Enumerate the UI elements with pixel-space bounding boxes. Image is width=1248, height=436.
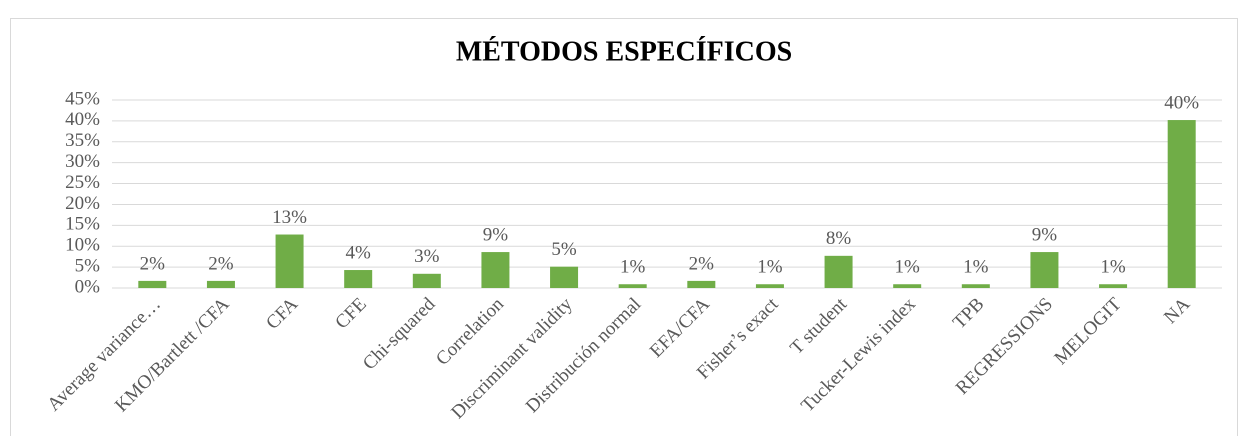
bar bbox=[138, 280, 167, 288]
chart-border bbox=[10, 18, 1238, 436]
data-label: 9% bbox=[1032, 224, 1058, 245]
data-label: 2% bbox=[140, 253, 166, 274]
bar bbox=[344, 270, 373, 288]
y-tick-label: 15% bbox=[65, 214, 100, 235]
data-label: 4% bbox=[346, 242, 372, 263]
data-label: 1% bbox=[757, 257, 783, 278]
data-label: 2% bbox=[689, 253, 715, 274]
bar bbox=[618, 284, 647, 288]
chart-title: MÉTODOS ESPECÍFICOS bbox=[456, 36, 792, 67]
data-label: 1% bbox=[1100, 257, 1126, 278]
data-label: 1% bbox=[620, 257, 646, 278]
data-label: 1% bbox=[895, 257, 921, 278]
y-tick-label: 25% bbox=[65, 172, 100, 193]
bar bbox=[824, 255, 853, 288]
data-label: 40% bbox=[1164, 92, 1199, 113]
y-tick-label: 45% bbox=[65, 88, 100, 109]
bar bbox=[1099, 284, 1128, 288]
y-tick-label: 5% bbox=[75, 255, 101, 276]
bar bbox=[206, 280, 235, 288]
bar bbox=[412, 273, 441, 288]
bar bbox=[550, 266, 579, 288]
bar bbox=[961, 284, 990, 288]
bar bbox=[755, 284, 784, 288]
y-tick-label: 0% bbox=[75, 276, 101, 297]
data-label: 13% bbox=[272, 207, 307, 228]
y-tick-label: 35% bbox=[65, 130, 100, 151]
y-tick-label: 20% bbox=[65, 193, 100, 214]
data-label: 2% bbox=[208, 253, 234, 274]
bar bbox=[893, 284, 922, 288]
data-label: 1% bbox=[963, 257, 989, 278]
data-label: 9% bbox=[483, 224, 509, 245]
data-label: 5% bbox=[551, 239, 577, 260]
bar bbox=[275, 234, 304, 288]
y-tick-label: 30% bbox=[65, 151, 100, 172]
bar bbox=[1167, 120, 1196, 288]
data-label: 3% bbox=[414, 246, 440, 267]
bar bbox=[687, 280, 716, 288]
bar bbox=[1030, 252, 1059, 288]
bar bbox=[481, 252, 510, 288]
y-tick-label: 40% bbox=[65, 109, 100, 130]
data-label: 8% bbox=[826, 228, 852, 249]
y-tick-label: 10% bbox=[65, 235, 100, 256]
